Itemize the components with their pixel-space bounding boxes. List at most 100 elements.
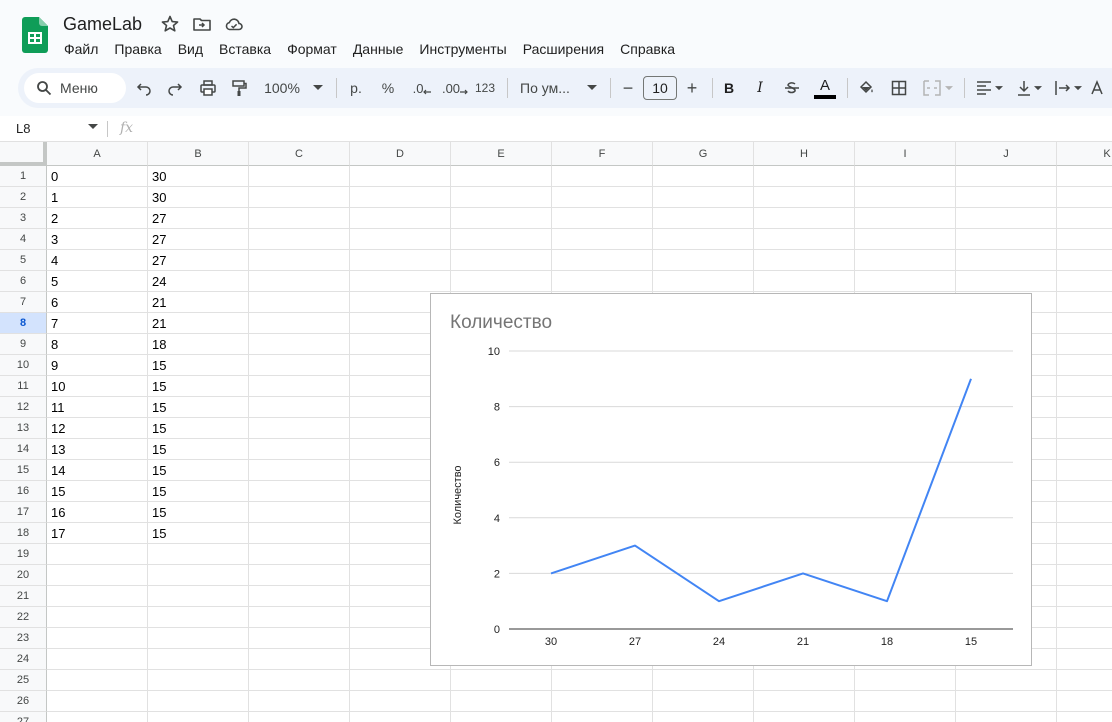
redo-button[interactable] xyxy=(163,68,187,108)
menu-data[interactable]: Данные xyxy=(352,41,404,57)
column-header-a[interactable]: A xyxy=(47,142,148,166)
row-header-26[interactable]: 26 xyxy=(0,691,47,712)
text-color-button[interactable]: A xyxy=(813,68,837,108)
menu-tools[interactable]: Инструменты xyxy=(419,41,507,57)
cell-a16[interactable]: 15 xyxy=(51,484,66,499)
font-select-value[interactable]: По ум... xyxy=(520,80,570,96)
move-folder-icon[interactable] xyxy=(192,14,212,34)
line-chart[interactable]: Количество 0 2 4 6 8 10 30 27 24 21 18 15 Количество xyxy=(430,293,1032,666)
cell-b1[interactable]: 30 xyxy=(152,169,167,184)
row-header-16[interactable]: 16 xyxy=(0,481,47,502)
column-header-f[interactable]: F xyxy=(552,142,653,166)
row-header-5[interactable]: 5 xyxy=(0,250,47,271)
column-header-d[interactable]: D xyxy=(350,142,451,166)
cell-b9[interactable]: 18 xyxy=(152,337,167,352)
print-button[interactable] xyxy=(196,68,220,108)
cell-a1[interactable]: 0 xyxy=(51,169,59,184)
row-header-2[interactable]: 2 xyxy=(0,187,47,208)
cell-a13[interactable]: 12 xyxy=(51,421,66,436)
row-header-9[interactable]: 9 xyxy=(0,334,47,355)
cell-b4[interactable]: 27 xyxy=(152,232,167,247)
cell-b14[interactable]: 15 xyxy=(152,442,167,457)
cell-a3[interactable]: 2 xyxy=(51,211,59,226)
horizontal-align-button[interactable] xyxy=(972,68,1006,108)
column-header-k[interactable]: K xyxy=(1057,142,1112,166)
column-header-j[interactable]: J xyxy=(956,142,1057,166)
zoom-select-value[interactable]: 100% xyxy=(264,80,300,96)
row-header-3[interactable]: 3 xyxy=(0,208,47,229)
chevron-down-icon[interactable] xyxy=(312,68,324,108)
menu-file[interactable]: Файл xyxy=(64,41,99,57)
cell-a11[interactable]: 10 xyxy=(51,379,66,394)
strikethrough-button[interactable] xyxy=(780,68,804,108)
cell-a18[interactable]: 17 xyxy=(51,526,66,541)
cell-a6[interactable]: 5 xyxy=(51,274,59,289)
cell-a15[interactable]: 14 xyxy=(51,463,66,478)
borders-button[interactable] xyxy=(887,68,911,108)
cell-b13[interactable]: 15 xyxy=(152,421,167,436)
cell-b10[interactable]: 15 xyxy=(152,358,167,373)
cell-a4[interactable]: 3 xyxy=(51,232,59,247)
cell-a9[interactable]: 8 xyxy=(51,337,59,352)
column-header-c[interactable]: C xyxy=(249,142,350,166)
currency-format-button[interactable]: р. xyxy=(350,80,362,96)
cell-a14[interactable]: 13 xyxy=(51,442,66,457)
cell-a2[interactable]: 1 xyxy=(51,190,59,205)
row-header-24[interactable]: 24 xyxy=(0,649,47,670)
menu-view[interactable]: Вид xyxy=(177,41,204,57)
select-all-corner[interactable] xyxy=(0,142,47,166)
row-header-18[interactable]: 18 xyxy=(0,523,47,544)
merge-cells-button[interactable] xyxy=(921,68,955,108)
cell-a10[interactable]: 9 xyxy=(51,358,59,373)
cloud-status-icon[interactable] xyxy=(224,14,244,34)
cell-b6[interactable]: 24 xyxy=(152,274,167,289)
chart-title[interactable]: Количество xyxy=(450,312,553,333)
row-header-1[interactable]: 1 xyxy=(0,166,47,187)
menu-extensions[interactable]: Расширения xyxy=(522,41,605,57)
cell-b15[interactable]: 15 xyxy=(152,463,167,478)
cell-b7[interactable]: 21 xyxy=(152,295,167,310)
font-size-decrease-button[interactable]: − xyxy=(622,77,634,98)
paint-format-button[interactable] xyxy=(227,68,251,108)
row-header-19[interactable]: 19 xyxy=(0,544,47,565)
row-header-14[interactable]: 14 xyxy=(0,439,47,460)
menu-insert[interactable]: Вставка xyxy=(219,41,272,57)
cell-a5[interactable]: 4 xyxy=(51,253,59,268)
row-header-25[interactable]: 25 xyxy=(0,670,47,691)
cell-b8[interactable]: 21 xyxy=(152,316,167,331)
column-header-b[interactable]: B xyxy=(148,142,249,166)
cell-b16[interactable]: 15 xyxy=(152,484,167,499)
menu-search-button[interactable]: Меню xyxy=(24,73,126,103)
row-header-17[interactable]: 17 xyxy=(0,502,47,523)
row-header-13[interactable]: 13 xyxy=(0,418,47,439)
font-size-increase-button[interactable]: + xyxy=(686,77,698,98)
cell-a12[interactable]: 11 xyxy=(51,400,65,415)
star-icon[interactable] xyxy=(160,14,180,34)
cell-a17[interactable]: 16 xyxy=(51,505,66,520)
decrease-decimals-button[interactable]: .0 xyxy=(408,68,436,108)
row-header-27[interactable]: 27 xyxy=(0,712,47,722)
increase-decimals-button[interactable]: .00 xyxy=(440,68,470,108)
row-header-15[interactable]: 15 xyxy=(0,460,47,481)
text-wrap-button[interactable] xyxy=(1051,68,1085,108)
row-header-11[interactable]: 11 xyxy=(0,376,47,397)
menu-edit[interactable]: Правка xyxy=(114,41,162,57)
document-title[interactable]: GameLab xyxy=(63,14,143,34)
font-size-input[interactable]: 10 xyxy=(643,76,677,100)
column-header-h[interactable]: H xyxy=(754,142,855,166)
cell-b5[interactable]: 27 xyxy=(152,253,167,268)
row-header-12[interactable]: 12 xyxy=(0,397,47,418)
italic-button[interactable]: I xyxy=(757,80,763,96)
row-header-6[interactable]: 6 xyxy=(0,271,47,292)
row-header-8[interactable]: 8 xyxy=(0,313,47,334)
cell-a7[interactable]: 6 xyxy=(51,295,59,310)
undo-button[interactable] xyxy=(132,68,156,108)
column-header-e[interactable]: E xyxy=(451,142,552,166)
cell-a8[interactable]: 7 xyxy=(51,316,59,331)
bold-button[interactable]: B xyxy=(723,80,735,96)
text-rotation-button[interactable] xyxy=(1090,68,1112,108)
number-format-button[interactable]: 123 xyxy=(474,81,496,95)
column-header-g[interactable]: G xyxy=(653,142,754,166)
row-header-22[interactable]: 22 xyxy=(0,607,47,628)
